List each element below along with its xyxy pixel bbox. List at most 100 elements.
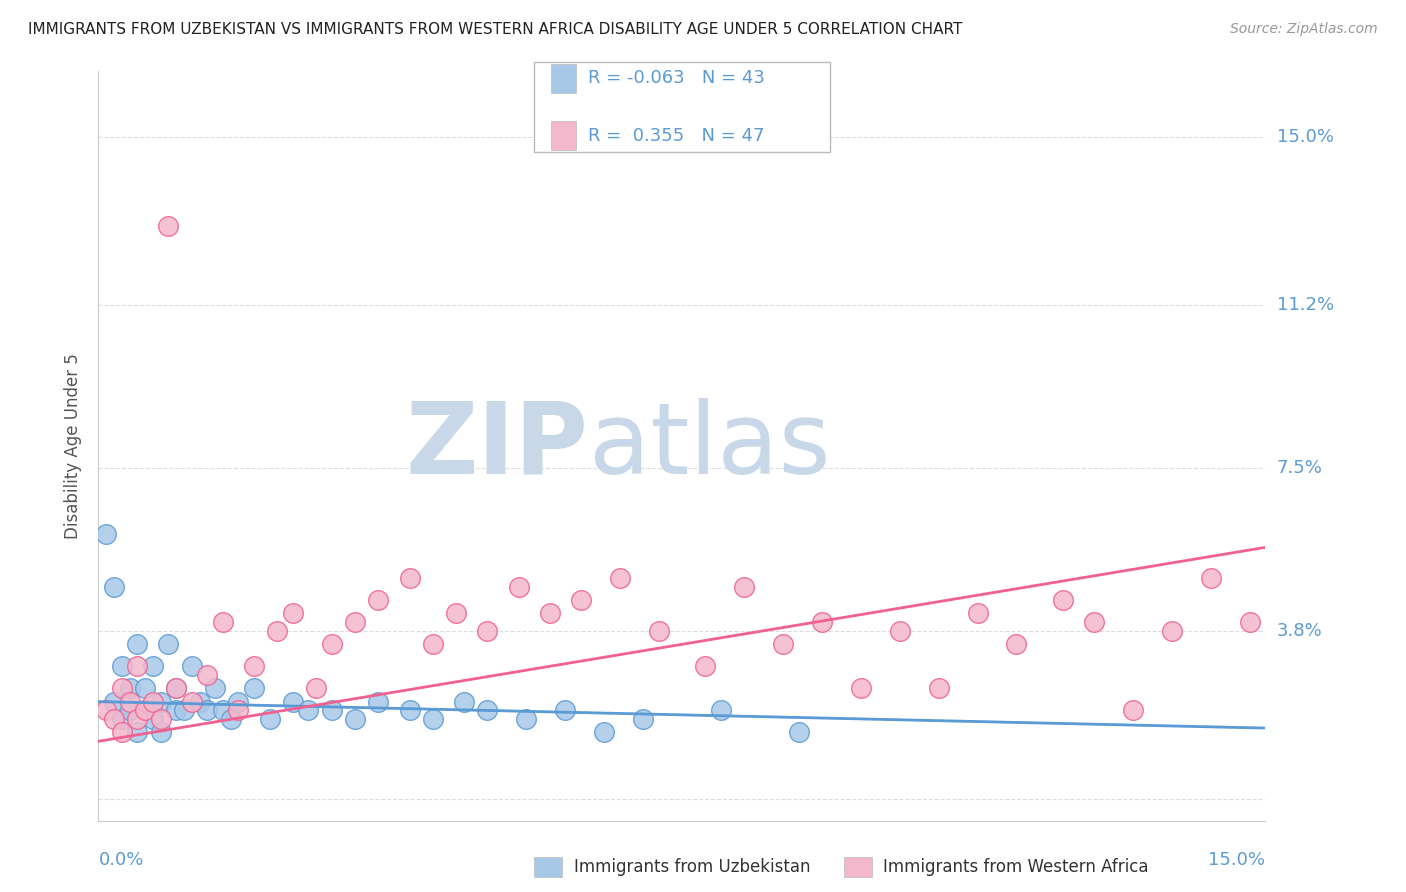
Text: R =  0.355   N = 47: R = 0.355 N = 47 xyxy=(588,127,765,145)
Point xyxy=(477,703,499,717)
Point xyxy=(149,712,172,726)
Point xyxy=(398,571,420,585)
Point xyxy=(118,695,141,709)
Text: R = -0.063   N = 43: R = -0.063 N = 43 xyxy=(588,70,765,87)
Point xyxy=(134,703,156,717)
Point xyxy=(593,725,616,739)
Text: 0.0%: 0.0% xyxy=(98,851,143,869)
Text: 3.8%: 3.8% xyxy=(1277,622,1322,640)
Point xyxy=(134,703,156,717)
Point xyxy=(212,615,235,630)
Point xyxy=(1052,593,1074,607)
Point xyxy=(1122,703,1144,717)
Point xyxy=(188,695,211,709)
Point xyxy=(422,712,444,726)
Point xyxy=(647,624,669,639)
Point xyxy=(422,637,444,651)
Point xyxy=(321,637,343,651)
Text: 15.0%: 15.0% xyxy=(1277,128,1333,146)
Point xyxy=(103,580,125,594)
Point xyxy=(111,712,134,726)
Point xyxy=(446,607,468,621)
Point xyxy=(538,607,561,621)
Point xyxy=(569,593,592,607)
Point xyxy=(281,695,304,709)
Point xyxy=(710,703,733,717)
Point xyxy=(127,637,149,651)
Text: ZIP: ZIP xyxy=(406,398,589,494)
Point xyxy=(297,703,319,717)
Point xyxy=(554,703,576,717)
Point xyxy=(928,681,950,696)
Point xyxy=(96,527,118,541)
Text: Source: ZipAtlas.com: Source: ZipAtlas.com xyxy=(1230,22,1378,37)
Point xyxy=(111,681,134,696)
Point xyxy=(118,703,141,717)
Point xyxy=(180,695,202,709)
Point xyxy=(228,703,250,717)
Point xyxy=(195,703,218,717)
Point xyxy=(344,712,367,726)
Point xyxy=(281,607,304,621)
Point xyxy=(228,695,250,709)
Point xyxy=(695,659,717,673)
Point xyxy=(772,637,794,651)
Point xyxy=(1239,615,1261,630)
Point xyxy=(118,681,141,696)
Text: Immigrants from Western Africa: Immigrants from Western Africa xyxy=(883,858,1149,876)
Point xyxy=(195,668,218,682)
Point xyxy=(134,681,156,696)
Point xyxy=(149,695,172,709)
Point xyxy=(165,703,187,717)
Text: atlas: atlas xyxy=(589,398,830,494)
Point xyxy=(367,695,389,709)
Point xyxy=(787,725,810,739)
Point xyxy=(103,695,125,709)
Point xyxy=(344,615,367,630)
Point xyxy=(173,703,195,717)
Point xyxy=(127,659,149,673)
Point xyxy=(111,725,134,739)
Point xyxy=(204,681,226,696)
Point xyxy=(889,624,911,639)
Point xyxy=(103,712,125,726)
Point xyxy=(631,712,654,726)
Point xyxy=(477,624,499,639)
Point xyxy=(1083,615,1105,630)
Point xyxy=(266,624,288,639)
Text: 7.5%: 7.5% xyxy=(1277,459,1323,477)
Point xyxy=(212,703,235,717)
Point xyxy=(398,703,420,717)
Point xyxy=(1005,637,1028,651)
Y-axis label: Disability Age Under 5: Disability Age Under 5 xyxy=(65,353,83,539)
Point xyxy=(142,712,165,726)
Point xyxy=(243,659,266,673)
Point xyxy=(515,712,537,726)
Point xyxy=(243,681,266,696)
Text: Immigrants from Uzbekistan: Immigrants from Uzbekistan xyxy=(574,858,810,876)
Point xyxy=(508,580,530,594)
Text: 15.0%: 15.0% xyxy=(1208,851,1265,869)
Point xyxy=(165,681,187,696)
Point xyxy=(142,695,165,709)
Point xyxy=(157,219,180,233)
Point xyxy=(219,712,242,726)
Point xyxy=(259,712,281,726)
Text: 11.2%: 11.2% xyxy=(1277,296,1334,314)
Point xyxy=(165,681,187,696)
Point xyxy=(321,703,343,717)
Point xyxy=(453,695,475,709)
Point xyxy=(96,703,118,717)
Point xyxy=(127,712,149,726)
Point xyxy=(157,637,180,651)
Text: IMMIGRANTS FROM UZBEKISTAN VS IMMIGRANTS FROM WESTERN AFRICA DISABILITY AGE UNDE: IMMIGRANTS FROM UZBEKISTAN VS IMMIGRANTS… xyxy=(28,22,963,37)
Point xyxy=(149,725,172,739)
Point xyxy=(609,571,631,585)
Point xyxy=(1161,624,1184,639)
Point xyxy=(180,659,202,673)
Point xyxy=(367,593,389,607)
Point xyxy=(966,607,988,621)
Point xyxy=(733,580,755,594)
Point xyxy=(111,659,134,673)
Point xyxy=(811,615,834,630)
